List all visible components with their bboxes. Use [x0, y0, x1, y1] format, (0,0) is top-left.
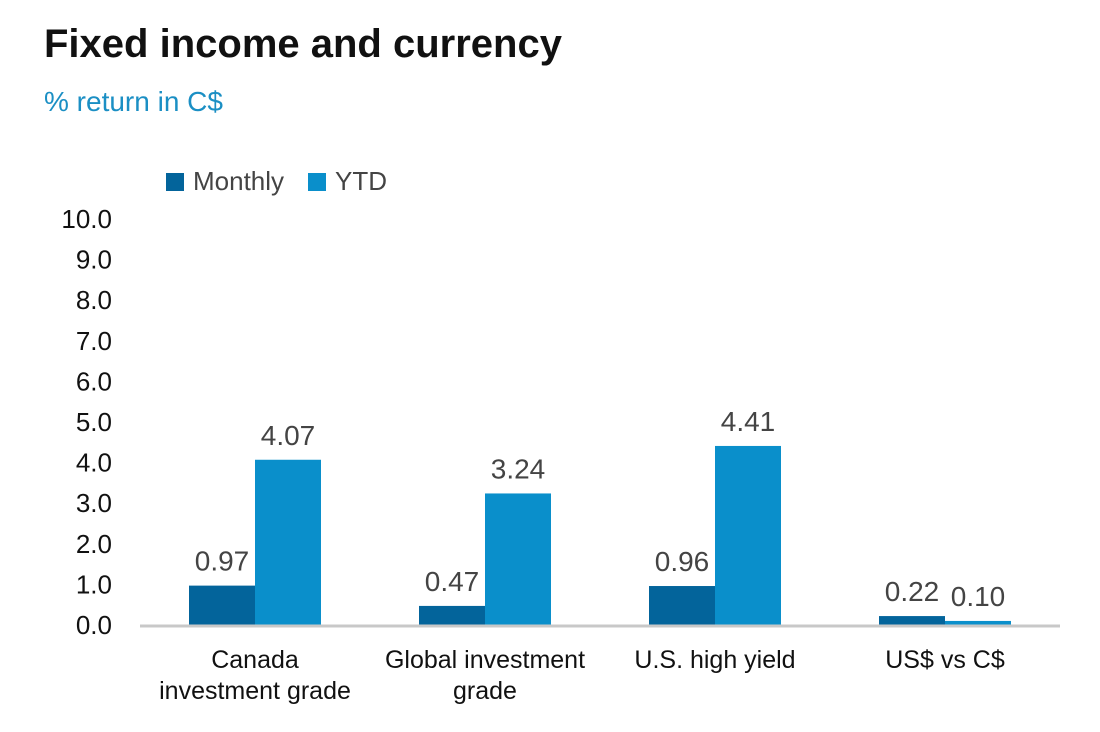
y-tick-label: 3.0 [76, 488, 112, 518]
legend-swatch-monthly [166, 172, 184, 191]
bar-ytd-3 [945, 620, 1011, 625]
legend-item-ytd: YTD [308, 166, 387, 197]
x-category-label: Global investment [385, 646, 585, 674]
x-category-label: U.S. high yield [634, 646, 795, 674]
x-category-label: US$ vs C$ [885, 646, 1005, 674]
x-category-label: investment grade [159, 677, 351, 705]
bar-monthly-0 [189, 585, 255, 625]
legend-swatch-ytd [308, 172, 327, 191]
y-tick-label: 5.0 [76, 407, 112, 437]
data-label-monthly-2: 0.96 [655, 546, 710, 577]
y-tick-label: 4.0 [76, 448, 112, 478]
bar-ytd-0 [255, 459, 321, 625]
data-label-monthly-3: 0.22 [885, 576, 940, 607]
y-tick-label: 1.0 [76, 569, 112, 599]
data-label-monthly-0: 0.97 [195, 546, 250, 577]
y-tick-label: 8.0 [76, 285, 112, 315]
bar-ytd-2 [715, 445, 781, 625]
y-tick-label: 7.0 [76, 326, 112, 356]
data-label-ytd-2: 4.41 [721, 406, 776, 437]
legend-label-monthly: Monthly [193, 166, 285, 196]
x-category-label: Canada [211, 646, 299, 674]
bar-ytd-1 [485, 493, 551, 625]
chart-subtitle: % return in C$ [44, 86, 223, 117]
bar-monthly-2 [649, 586, 715, 625]
bar-monthly-1 [419, 605, 485, 625]
legend-item-monthly: Monthly [166, 166, 284, 197]
y-tick-label: 9.0 [76, 245, 112, 275]
data-label-ytd-3: 0.10 [951, 581, 1006, 612]
legend: Monthly YTD [166, 166, 411, 197]
chart-title: Fixed income and currency [44, 22, 562, 66]
data-label-ytd-1: 3.24 [491, 453, 546, 484]
y-tick-label: 2.0 [76, 529, 112, 559]
y-tick-label: 6.0 [76, 366, 112, 396]
y-tick-label: 10.0 [61, 204, 112, 234]
x-category-label: grade [453, 677, 517, 705]
data-label-monthly-1: 0.47 [425, 566, 480, 597]
bar-monthly-3 [879, 616, 945, 625]
y-tick-label: 0.0 [76, 610, 112, 640]
data-label-ytd-0: 4.07 [261, 420, 316, 451]
legend-label-ytd: YTD [335, 166, 388, 196]
